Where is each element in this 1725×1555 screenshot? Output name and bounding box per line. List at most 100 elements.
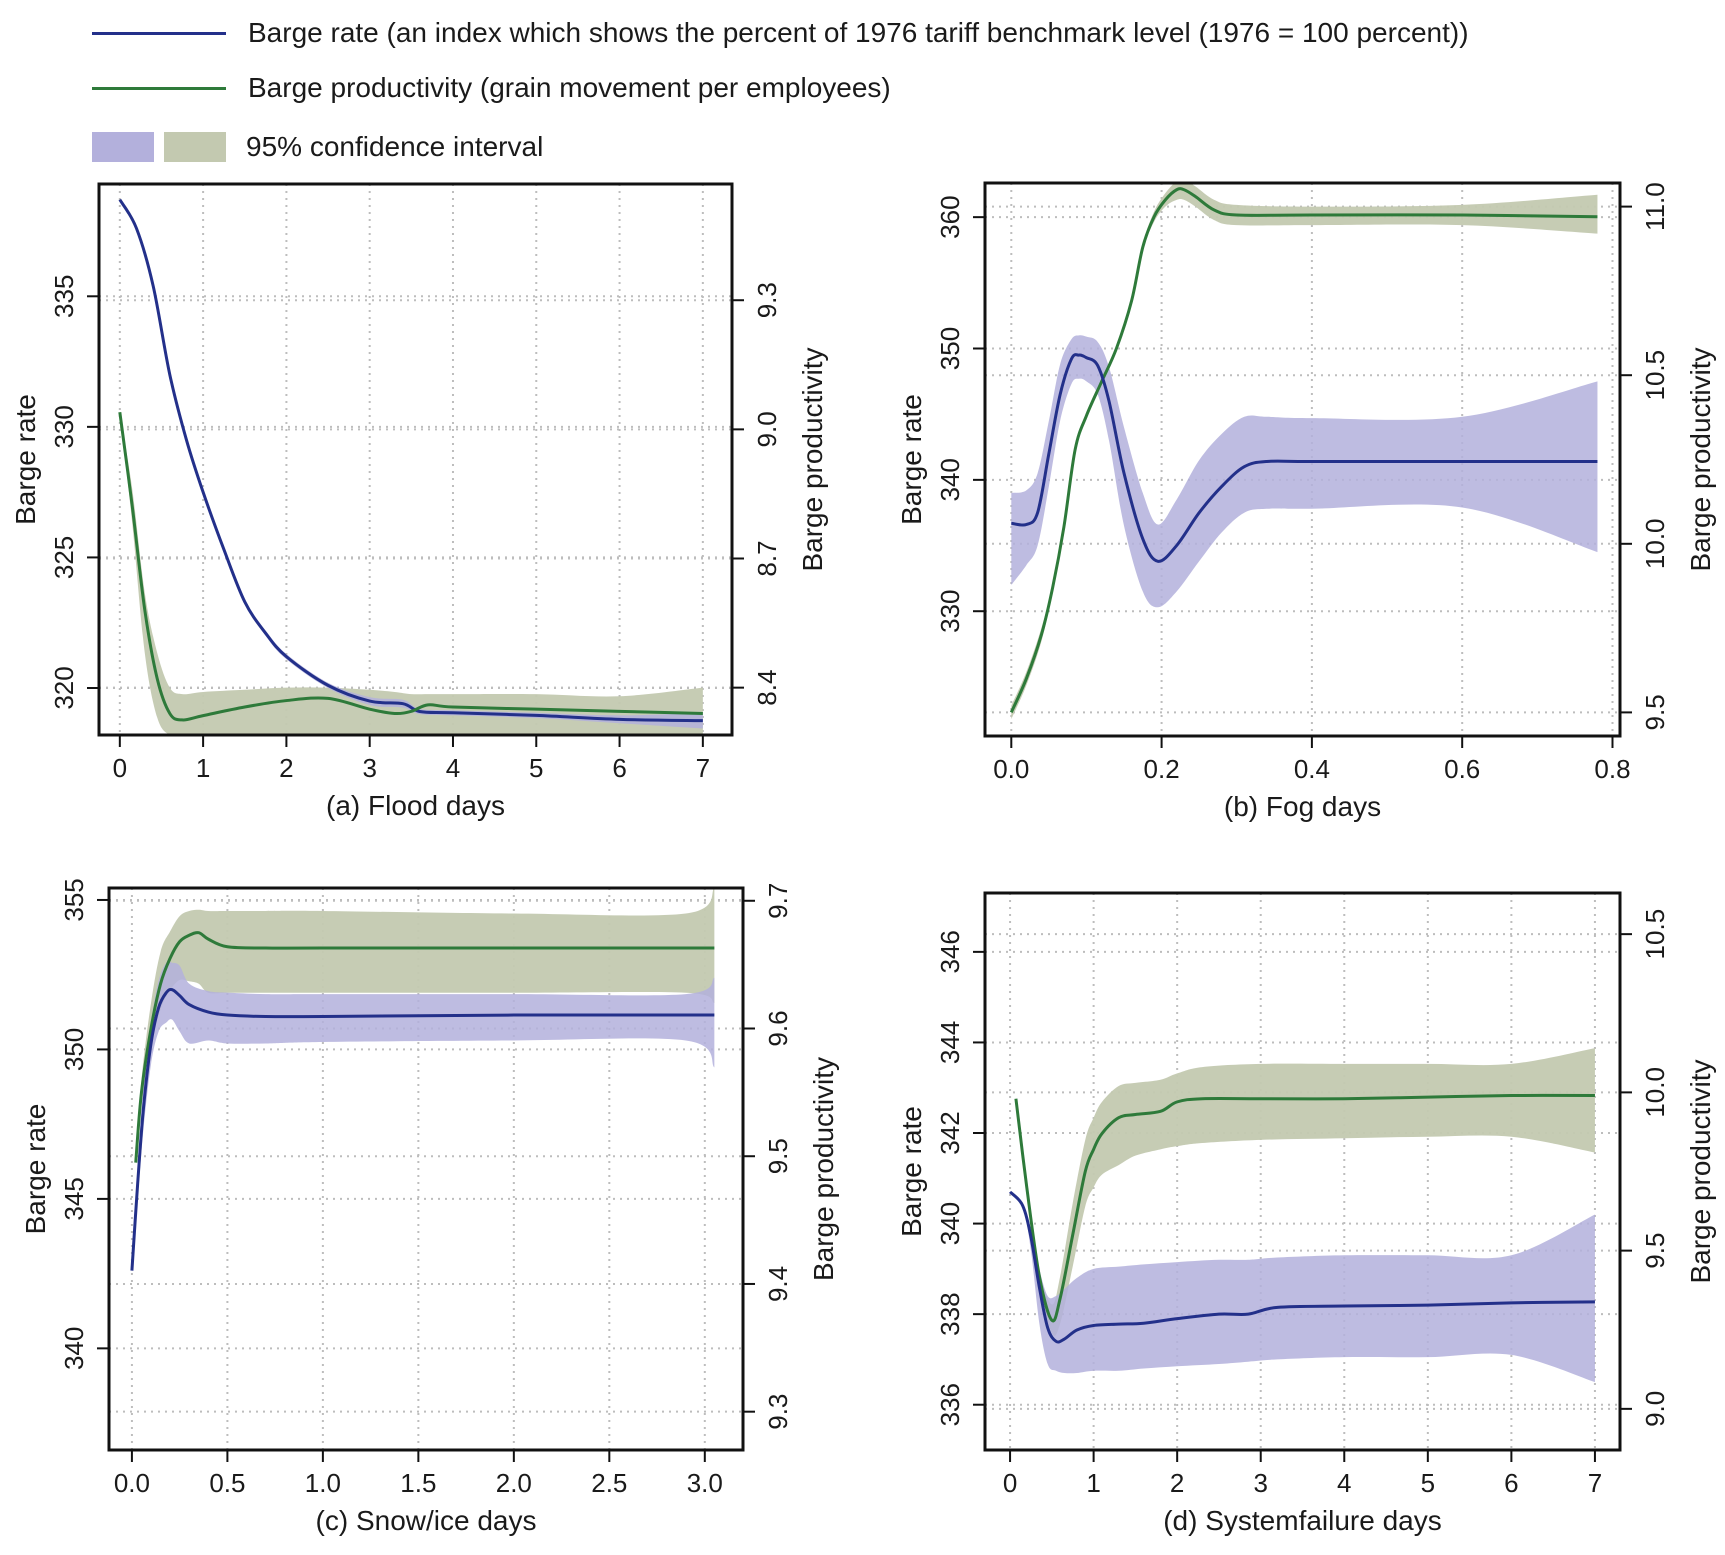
- y-left-axis-label: Barge rate: [896, 394, 927, 525]
- x-axis-label: (a) Flood days: [326, 790, 505, 821]
- x-tick-label: 0: [1003, 1468, 1017, 1498]
- ci-band-barge-rate: [1011, 335, 1598, 608]
- y-right-axis-label: Barge productivity: [1685, 1059, 1716, 1283]
- x-tick-label: 3: [1253, 1468, 1267, 1498]
- line-barge-productivity: [134, 931, 715, 1163]
- legend-item-confidence-interval: 95% confidence interval: [92, 130, 543, 164]
- y-right-tick-label: 9.5: [1640, 1233, 1670, 1269]
- legend-swatch-productivity-ci: [164, 132, 226, 162]
- y-left-tick-label: 350: [59, 1028, 89, 1071]
- panel-a: 0 1 2 3 4 5 6 7 (a) Flood days 320 325 330 335 Barge …: [10, 182, 828, 821]
- y-left-tick-label: 325: [49, 536, 79, 579]
- legend-item-barge-productivity: Barge productivity (grain movement per e…: [92, 71, 891, 105]
- y-left-tick-label: 350: [935, 327, 965, 370]
- line-barge-rate: [1011, 353, 1598, 563]
- y-right-tick-label: 9.0: [1640, 1391, 1670, 1427]
- legend-swatch-rate-ci: [92, 132, 154, 162]
- y-left-tick-label: 360: [935, 195, 965, 238]
- y-left-tick-label: 335: [49, 275, 79, 318]
- y-right-tick-label: 9.0: [752, 411, 782, 447]
- line-barge-rate: [130, 987, 715, 1271]
- y-left-tick-label: 338: [935, 1292, 965, 1335]
- y-right-tick-label: 9.3: [752, 282, 782, 318]
- x-tick-label: 0.5: [209, 1468, 245, 1498]
- y-right-tick-label: 11.0: [1640, 182, 1670, 231]
- x-tick-label: 5: [529, 753, 543, 783]
- x-axis-label: (b) Fog days: [1224, 791, 1381, 822]
- x-tick-label: 1: [1086, 1468, 1100, 1498]
- x-tick-label: 0.0: [114, 1468, 150, 1498]
- x-tick-label: 4: [446, 753, 460, 783]
- legend-line-barge-productivity: [92, 86, 226, 90]
- x-tick-label: 7: [1588, 1468, 1602, 1498]
- y-right-tick-label: 9.7: [763, 883, 793, 919]
- x-tick-label: 0: [113, 753, 127, 783]
- plot-frame: [107, 886, 745, 1452]
- x-tick-label: 1.0: [305, 1468, 341, 1498]
- legend: Barge rate (an index which shows the per…: [0, 0, 1725, 170]
- line-barge-rate: [1008, 1190, 1595, 1344]
- legend-line-barge-rate: [92, 31, 226, 35]
- line-barge-rate: [118, 198, 703, 723]
- plot-frame: [983, 891, 1622, 1452]
- y-right-tick-label: 10.0: [1640, 1067, 1670, 1118]
- panel-b: 0.0 0.2 0.4 0.6 0.8 (b) Fog days 330 340 350 360 B…: [896, 181, 1716, 822]
- y-left-tick-label: 330: [935, 590, 965, 633]
- y-right-tick-label: 9.5: [763, 1138, 793, 1174]
- legend-label-confidence-interval: 95% confidence interval: [246, 131, 544, 162]
- panel-c: 0.0 0.5 1.0 1.5 2.0 2.5 3.0 (c) Snow/ice days 34…: [20, 878, 839, 1536]
- x-tick-label: 3.0: [687, 1468, 723, 1498]
- y-left-tick-label: 340: [59, 1327, 89, 1370]
- y-left-tick-label: 344: [935, 1021, 965, 1064]
- ci-band-barge-productivity: [1015, 1048, 1595, 1336]
- x-tick-label: 2: [1170, 1468, 1184, 1498]
- y-left-tick-label: 346: [935, 930, 965, 973]
- x-tick-label: 6: [612, 753, 626, 783]
- y-left-axis-label: Barge rate: [20, 1104, 51, 1235]
- y-left-tick-label: 340: [935, 1202, 965, 1245]
- y-right-tick-label: 10.0: [1640, 518, 1670, 569]
- y-right-tick-label: 10.5: [1640, 909, 1670, 960]
- y-left-axis-label: Barge rate: [896, 1106, 927, 1237]
- x-axis-label: (c) Snow/ice days: [316, 1505, 537, 1536]
- x-tick-label: 2.5: [591, 1468, 627, 1498]
- y-right-tick-label: 8.7: [752, 540, 782, 576]
- plot-area: [1008, 1048, 1595, 1383]
- y-left-axis-label: Barge rate: [10, 394, 41, 525]
- y-right-tick-label: 8.4: [752, 670, 782, 706]
- x-tick-label: 3: [362, 753, 376, 783]
- legend-label-barge-productivity: Barge productivity (grain movement per e…: [248, 72, 891, 103]
- plot-frame: [983, 181, 1622, 738]
- ci-band-barge-rate: [131, 961, 715, 1271]
- x-tick-label: 0.2: [1144, 754, 1180, 784]
- x-tick-label: 1.5: [400, 1468, 436, 1498]
- plot-frame: [97, 182, 734, 737]
- x-tick-label: 6: [1504, 1468, 1518, 1498]
- x-tick-label: 0.0: [993, 754, 1029, 784]
- x-tick-label: 2.0: [496, 1468, 532, 1498]
- y-right-axis-label: Barge productivity: [797, 347, 828, 571]
- ci-band-barge-productivity: [119, 412, 703, 735]
- line-barge-productivity: [1014, 1093, 1595, 1323]
- x-tick-label: 5: [1421, 1468, 1435, 1498]
- ci-band-barge-rate: [1010, 1191, 1595, 1383]
- x-tick-label: 7: [696, 753, 710, 783]
- y-left-tick-label: 330: [49, 405, 79, 448]
- y-right-tick-label: 10.5: [1640, 350, 1670, 401]
- y-left-tick-label: 340: [935, 458, 965, 501]
- plot-area: [1009, 183, 1598, 720]
- y-left-tick-label: 320: [49, 666, 79, 709]
- y-left-tick-label: 336: [935, 1383, 965, 1426]
- legend-label-barge-rate: Barge rate (an index which shows the per…: [248, 17, 1469, 48]
- y-right-axis-label: Barge productivity: [1685, 347, 1716, 571]
- plot-area: [130, 888, 715, 1271]
- y-right-tick-label: 9.5: [1640, 694, 1670, 730]
- x-tick-label: 0.4: [1294, 754, 1330, 784]
- y-right-axis-label: Barge productivity: [808, 1057, 839, 1281]
- x-tick-label: 2: [279, 753, 293, 783]
- x-tick-label: 4: [1337, 1468, 1351, 1498]
- legend-item-barge-rate: Barge rate (an index which shows the per…: [92, 16, 1469, 50]
- y-right-tick-label: 9.3: [763, 1394, 793, 1430]
- y-left-tick-label: 345: [59, 1177, 89, 1220]
